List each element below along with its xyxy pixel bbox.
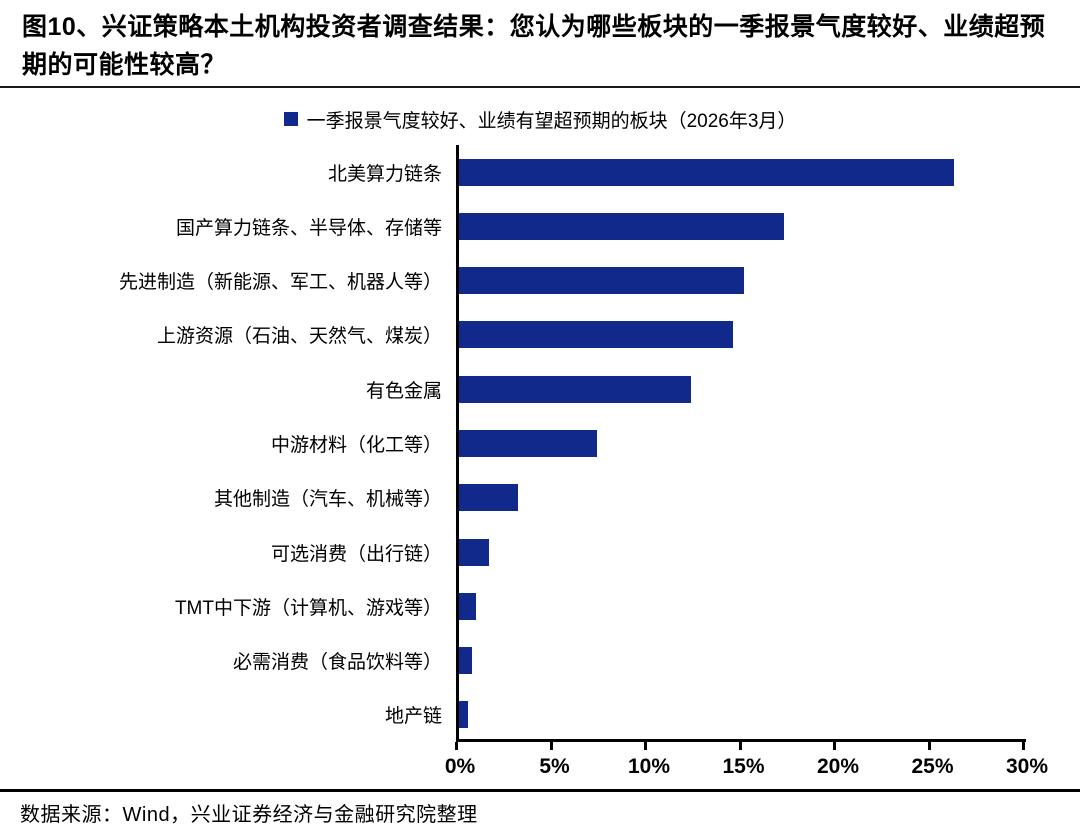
category-label: 北美算力链条 [327, 163, 442, 185]
data-source: 数据来源：Wind，兴业证券经济与金融研究院整理 [20, 804, 478, 826]
x-tick-label: 20% [816, 755, 860, 778]
bar-3 [459, 267, 745, 295]
x-tick-label: 5% [539, 755, 570, 778]
bar-chart: 北美算力链条国产算力链条、半导体、存储等先进制造（新能源、军工、机器人等） 上游资… [0, 140, 1080, 790]
category-label: TMT中下游（计算机、游戏等） [174, 597, 442, 619]
bar-8 [459, 538, 490, 566]
bars-area: 北美算力链条国产算力链条、半导体、存储等先进制造（新能源、军工、机器人等） 上游资… [0, 145, 1080, 742]
bar-5 [459, 375, 692, 403]
category-label: 有色金属 [365, 380, 442, 402]
category-label: 先进制造（新能源、军工、机器人等） [118, 272, 442, 294]
chart-row: 地产链 [0, 688, 1080, 742]
bar-4 [459, 321, 734, 349]
chart-row: 国产算力链条、半导体、存储等 [0, 199, 1080, 253]
chart-row: 有色金属 [0, 362, 1080, 416]
category-label: 国产算力链条、半导体、存储等 [175, 217, 442, 239]
axis-frame [456, 145, 1026, 742]
chart-legend: 一季报景气度较好、业绩有望超预期的板块（2026年3月） [0, 106, 1080, 132]
chart-row: 中游材料（化工等） [0, 416, 1080, 470]
category-label: 必需消费（食品饮料等） [232, 652, 442, 674]
bar-1 [459, 158, 955, 186]
x-tick-mark [833, 742, 836, 750]
bar-2 [459, 212, 785, 240]
x-axis: 0% 5% 10% 15% 20% 25% 30% [0, 140, 1080, 790]
bar-7 [459, 484, 518, 512]
bar-9 [459, 592, 476, 620]
legend-label: 一季报景气度较好、业绩有望超预期的板块（2026年3月） [306, 110, 797, 132]
chart-row: TMT中下游（计算机、游戏等） [0, 579, 1080, 633]
x-tick-mark [1022, 742, 1025, 750]
x-tick-label: 0% [444, 755, 476, 778]
footer-divider [0, 789, 1080, 792]
bar-11 [459, 701, 469, 729]
x-tick-label: 15% [722, 755, 765, 778]
chart-row: 可选消费（出行链） [0, 525, 1080, 579]
chart-row: 必需消费（食品饮料等） [0, 633, 1080, 687]
x-tick-mark [927, 742, 931, 750]
x-tick-label: 30% [1005, 755, 1049, 778]
bar-10 [459, 647, 473, 675]
x-tick-mark [738, 742, 742, 750]
x-tick-mark [549, 742, 553, 750]
legend-swatch [283, 112, 298, 126]
x-tick-label: 10% [627, 755, 671, 778]
category-label: 地产链 [384, 706, 442, 728]
chart-row: 上游资源（石油、天然气、煤炭） [0, 308, 1080, 362]
figure-title: 图10、兴证策略本土机构投资者调查结果：您认为哪些板块的一季报景气度较好、业绩超… [22, 13, 1046, 79]
title-divider [0, 86, 1080, 88]
chart-row: 其他制造（汽车、机械等） [0, 471, 1080, 525]
category-label: 其他制造（汽车、机械等） [213, 489, 442, 511]
category-label: 上游资源（石油、天然气、煤炭） [156, 326, 442, 348]
x-tick-mark [455, 742, 458, 750]
category-label: 中游材料（化工等） [270, 434, 442, 456]
x-tick-label: 25% [911, 755, 954, 778]
x-tick-mark [644, 742, 647, 750]
chart-row: 北美算力链条 [0, 145, 1080, 199]
chart-row: 先进制造（新能源、军工、机器人等） [0, 254, 1080, 308]
bar-6 [459, 429, 597, 457]
category-label: 可选消费（出行链） [270, 543, 442, 565]
